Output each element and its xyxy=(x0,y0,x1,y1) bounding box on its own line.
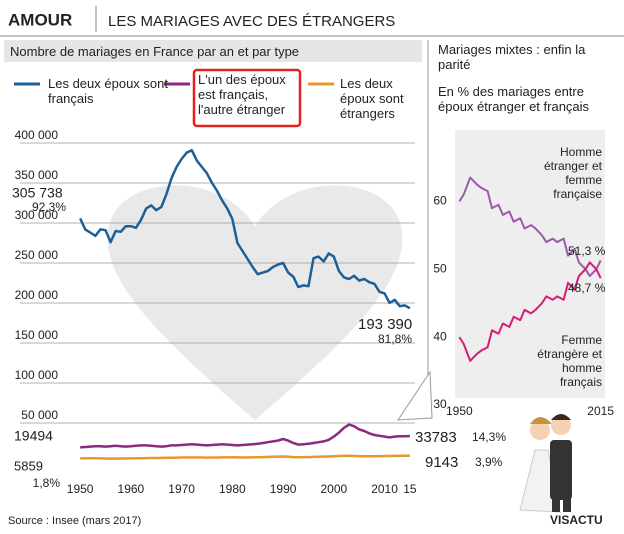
data-label: 19494 xyxy=(14,428,53,444)
y-tick-label: 50 000 xyxy=(21,408,58,422)
data-label: 48,7 % xyxy=(568,281,606,295)
right-title: Mariages mixtes : enfin la parité xyxy=(438,42,586,72)
couple-illustration xyxy=(519,414,572,513)
x-tick-label: 15 xyxy=(403,482,417,496)
series-label: Homme étranger et femme française xyxy=(543,145,602,201)
y-tick-label: 200 000 xyxy=(15,288,59,302)
callout xyxy=(397,370,433,421)
highlight-box xyxy=(192,68,302,128)
data-label: 51,3 % xyxy=(568,244,606,258)
series-line xyxy=(80,423,410,449)
y-tick-label: 100 000 xyxy=(15,368,59,382)
left-title: Nombre de mariages en France par an et p… xyxy=(10,44,300,59)
x-tick-label: 1960 xyxy=(118,482,145,496)
x-tick-label: 2015 xyxy=(587,404,614,418)
y-tick-label: 60 xyxy=(433,193,447,207)
series-line xyxy=(79,148,411,310)
series-line xyxy=(80,454,410,460)
y-tick-label: 150 000 xyxy=(15,328,59,342)
y-tick-label: 250 000 xyxy=(15,248,59,262)
data-label: 14,3% xyxy=(472,430,506,444)
legend-label: L'un des époux est français, l'autre étr… xyxy=(198,72,286,117)
x-tick-label: 1980 xyxy=(219,482,246,496)
y-tick-label: 40 xyxy=(433,329,447,343)
data-label: 5859 xyxy=(14,458,43,473)
legend-label: Les deux époux sont français xyxy=(48,76,168,106)
y-tick-label: 50 xyxy=(433,261,447,275)
x-tick-label: 2010 xyxy=(371,482,398,496)
data-label: 1,8% xyxy=(33,476,61,490)
x-tick-label: 2000 xyxy=(320,482,347,496)
header-subtitle: LES MARIAGES AVEC DES ÉTRANGERS xyxy=(108,13,395,30)
header-title: AMOUR xyxy=(8,10,72,29)
brand: VISACTU xyxy=(550,513,603,527)
data-label: 9143 xyxy=(425,454,458,471)
legend-label: Les deux époux sont étrangers xyxy=(340,76,404,121)
y-tick-label: 300 000 xyxy=(15,208,59,222)
source: Source : Insee (mars 2017) xyxy=(8,515,141,527)
data-label: 81,8% xyxy=(378,332,412,346)
x-tick-label: 1990 xyxy=(270,482,297,496)
series-line xyxy=(458,176,602,277)
data-label: 305 738 xyxy=(12,185,63,201)
data-label: 193 390 xyxy=(358,316,412,333)
series-label: Femme étrangère et homme français xyxy=(537,333,602,389)
x-tick-label: 1950 xyxy=(67,482,94,496)
y-tick-label: 350 000 xyxy=(15,168,59,182)
y-tick-label: 400 000 xyxy=(15,128,59,142)
x-tick-label: 1970 xyxy=(168,482,195,496)
right-subtitle: En % des mariages entre époux étranger e… xyxy=(438,84,590,114)
header-band xyxy=(0,0,624,36)
data-label: 92,3% xyxy=(32,200,66,214)
data-label: 33783 xyxy=(415,429,457,446)
y-tick-label: 30 xyxy=(433,397,447,411)
data-label: 3,9% xyxy=(475,455,503,469)
subtitle-band xyxy=(4,40,422,62)
x-tick-label: 1950 xyxy=(446,404,473,418)
series-line xyxy=(458,261,602,362)
